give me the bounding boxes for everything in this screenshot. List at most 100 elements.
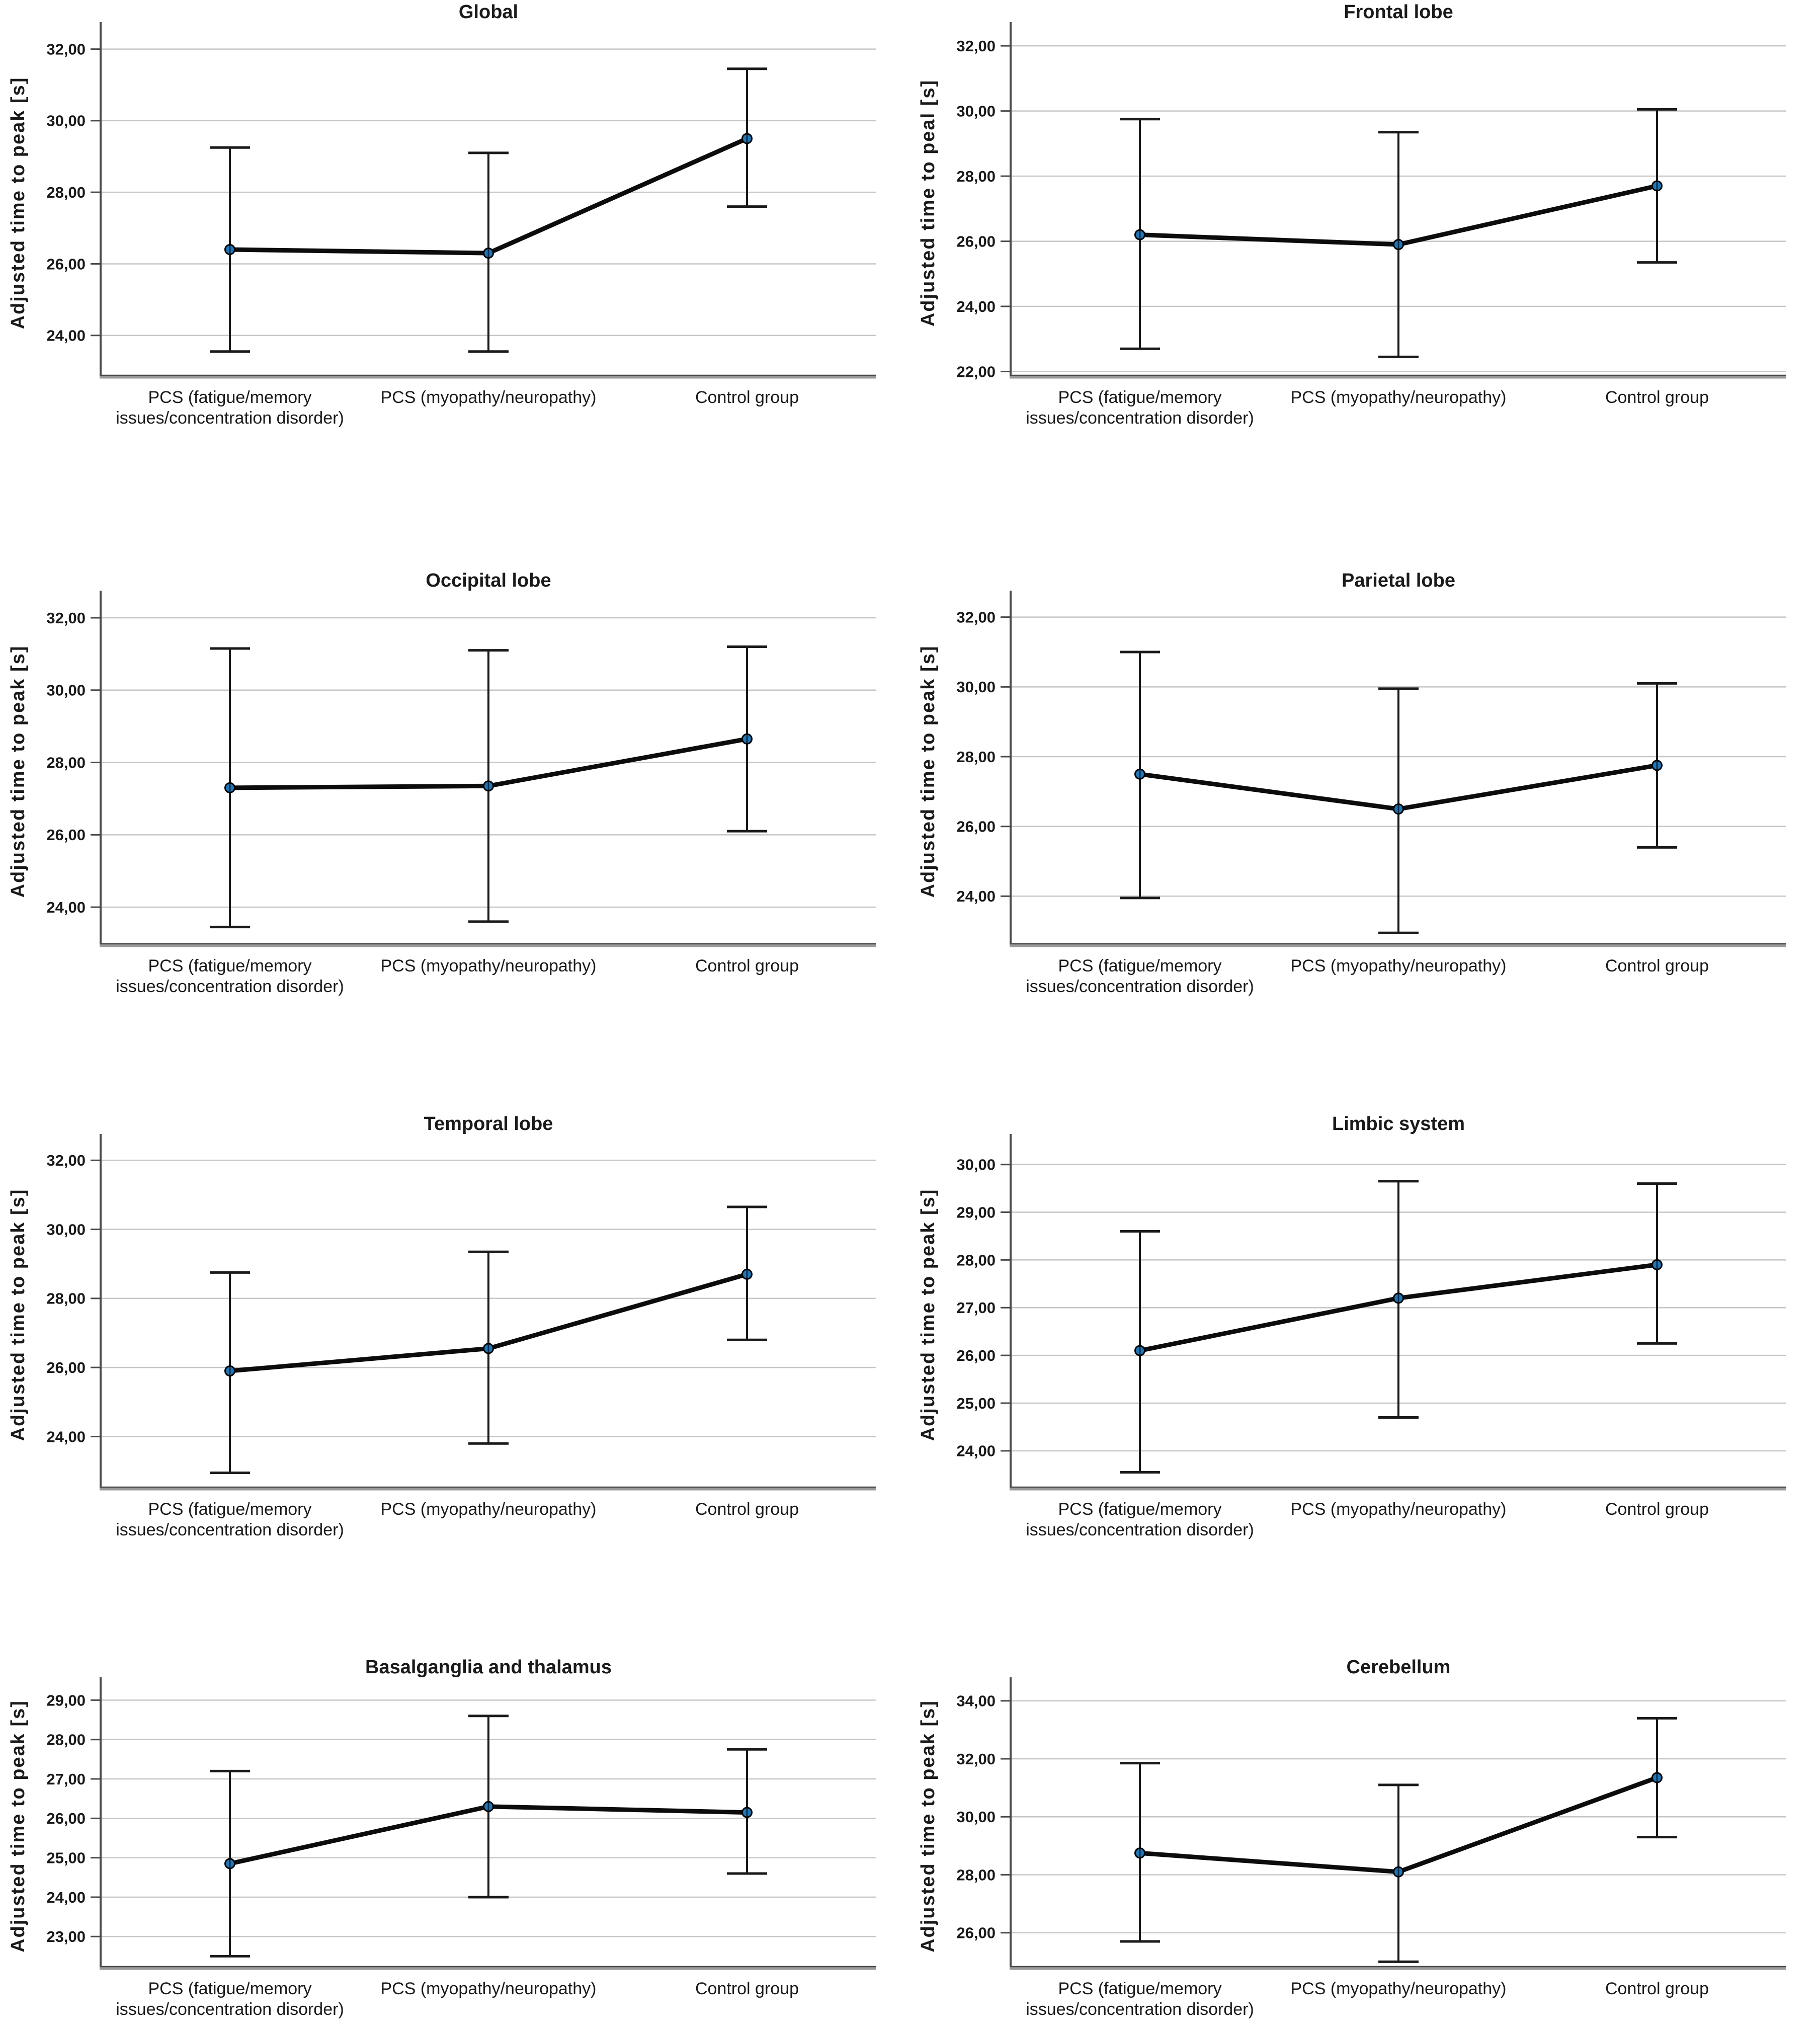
x-category-label: PCS (myopathy/neuropathy) bbox=[381, 956, 597, 975]
y-tick-label: 26,00 bbox=[956, 818, 996, 836]
x-category-label: PCS (fatigue/memory bbox=[148, 956, 312, 975]
x-category-label: issues/concentration disorder) bbox=[1026, 1520, 1254, 1539]
y-tick-label: 29,00 bbox=[46, 1691, 86, 1709]
y-tick-label: 30,00 bbox=[956, 678, 996, 696]
y-tick-label: 23,00 bbox=[46, 1928, 86, 1945]
y-tick-label: 24,00 bbox=[46, 1428, 86, 1445]
x-category-label: PCS (fatigue/memory bbox=[148, 1500, 312, 1519]
chart-title: Cerebellum bbox=[1347, 1657, 1451, 1678]
x-category-label: Control group bbox=[695, 388, 799, 407]
y-tick-label: 30,00 bbox=[46, 1221, 86, 1238]
y-tick-label: 24,00 bbox=[46, 1889, 86, 1906]
y-tick-label: 22,00 bbox=[956, 363, 996, 380]
x-category-label: Control group bbox=[1605, 1500, 1709, 1519]
chart-basalganglia-thalamus: 23,00 24,00 25,00 26,00 27,00 28,00 29,00 Basal… bbox=[0, 1655, 910, 2034]
chart-cerebellum: 26,00 28,00 30,00 32,00 34,00 Cerebellum Adjus… bbox=[910, 1655, 1820, 2034]
chart-canvas: 24,00 26,00 28,00 30,00 32,00 Temporal lobe Ad… bbox=[8, 1113, 876, 1539]
y-tick-label: 26,00 bbox=[46, 826, 86, 844]
chart-title: Basalganglia and thalamus bbox=[365, 1657, 612, 1678]
y-tick-label: 28,00 bbox=[46, 1731, 86, 1749]
chart-title: Global bbox=[459, 2, 518, 23]
chart-frontal-lobe: 22,00 24,00 26,00 28,00 30,00 32,00 Frontal lo… bbox=[910, 0, 1820, 443]
chart-canvas: 23,00 24,00 25,00 26,00 27,00 28,00 29,00 Basal… bbox=[8, 1657, 876, 2019]
chart-occipital-lobe: 24,00 26,00 28,00 30,00 32,00 Occipital lobe A… bbox=[0, 568, 910, 1011]
y-tick-label: 30,00 bbox=[956, 1156, 996, 1174]
y-tick-label: 24,00 bbox=[956, 298, 996, 315]
y-tick-label: 27,00 bbox=[956, 1299, 996, 1317]
x-category-label: PCS (myopathy/neuropathy) bbox=[1291, 388, 1507, 407]
y-tick-label: 32,00 bbox=[956, 609, 996, 626]
x-category-label: Control group bbox=[695, 1979, 799, 1998]
y-axis-label: Adjusted time to peak [s] bbox=[8, 77, 29, 330]
x-category-label: Control group bbox=[695, 1500, 799, 1519]
y-tick-label: 32,00 bbox=[46, 609, 86, 627]
x-category-label: PCS (fatigue/memory bbox=[1058, 1979, 1222, 1998]
y-tick-label: 32,00 bbox=[46, 1152, 86, 1169]
y-tick-label: 30,00 bbox=[46, 112, 86, 130]
chart-global: 24,00 26,00 28,00 30,00 32,00 Global Adjusted … bbox=[0, 0, 910, 443]
x-category-label: Control group bbox=[1605, 956, 1709, 975]
y-axis-label: Adjusted time to peak [s] bbox=[918, 645, 939, 898]
y-tick-label: 26,00 bbox=[956, 1924, 996, 1942]
x-category-label: PCS (myopathy/neuropathy) bbox=[1291, 1500, 1507, 1519]
y-tick-label: 34,00 bbox=[956, 1692, 996, 1710]
x-category-label: issues/concentration disorder) bbox=[116, 977, 344, 996]
y-tick-label: 26,00 bbox=[956, 232, 996, 250]
x-category-label: PCS (myopathy/neuropathy) bbox=[381, 1500, 597, 1519]
chart-canvas: 24,00 26,00 28,00 30,00 32,00 Parietal lobe Ad… bbox=[918, 570, 1786, 996]
chart-canvas: 22,00 24,00 26,00 28,00 30,00 32,00 Frontal lo… bbox=[918, 2, 1786, 428]
y-tick-label: 24,00 bbox=[46, 899, 86, 916]
y-axis-label: Adjusted time to peak [s] bbox=[918, 1700, 939, 1952]
chart-canvas: 24,00 25,00 26,00 27,00 28,00 29,00 30,00 Limbi… bbox=[918, 1113, 1786, 1539]
x-category-label: PCS (myopathy/neuropathy) bbox=[1291, 956, 1507, 975]
x-category-label: PCS (fatigue/memory bbox=[1058, 1500, 1222, 1519]
x-category-label: issues/concentration disorder) bbox=[116, 1520, 344, 1539]
y-tick-label: 24,00 bbox=[956, 887, 996, 905]
y-tick-label: 30,00 bbox=[46, 682, 86, 699]
y-axis-label: Adjusted time to peak [s] bbox=[8, 1700, 29, 1952]
x-category-label: issues/concentration disorder) bbox=[116, 409, 344, 428]
x-category-label: Control group bbox=[695, 956, 799, 975]
x-category-label: PCS (fatigue/memory bbox=[1058, 956, 1222, 975]
y-tick-label: 29,00 bbox=[956, 1203, 996, 1221]
chart-temporal-lobe: 24,00 26,00 28,00 30,00 32,00 Temporal lobe Ad… bbox=[0, 1112, 910, 1555]
chart-canvas: 24,00 26,00 28,00 30,00 32,00 Global Adjusted … bbox=[8, 2, 876, 428]
x-category-label: PCS (fatigue/memory bbox=[1058, 388, 1222, 407]
chart-title: Occipital lobe bbox=[426, 570, 551, 591]
x-category-label: issues/concentration disorder) bbox=[116, 2000, 344, 2019]
chart-limbic-system: 24,00 25,00 26,00 27,00 28,00 29,00 30,00 Limbi… bbox=[910, 1112, 1820, 1555]
x-category-label: PCS (fatigue/memory bbox=[148, 1979, 312, 1998]
x-category-label: PCS (fatigue/memory bbox=[148, 388, 312, 407]
y-tick-label: 26,00 bbox=[956, 1347, 996, 1364]
x-category-label: PCS (myopathy/neuropathy) bbox=[1291, 1979, 1507, 1998]
y-tick-label: 25,00 bbox=[46, 1849, 86, 1866]
y-tick-label: 28,00 bbox=[46, 184, 86, 201]
y-tick-label: 25,00 bbox=[956, 1395, 996, 1412]
y-tick-label: 28,00 bbox=[956, 1251, 996, 1269]
chart-title: Frontal lobe bbox=[1344, 2, 1453, 23]
chart-parietal-lobe: 24,00 26,00 28,00 30,00 32,00 Parietal lobe Ad… bbox=[910, 568, 1820, 1011]
chart-title: Temporal lobe bbox=[424, 1113, 553, 1134]
y-tick-label: 30,00 bbox=[956, 1808, 996, 1826]
chart-title: Limbic system bbox=[1332, 1113, 1465, 1134]
x-category-label: issues/concentration disorder) bbox=[1026, 977, 1254, 996]
x-category-label: issues/concentration disorder) bbox=[1026, 2000, 1254, 2019]
y-axis-label: Adjusted time to peak [s] bbox=[8, 1189, 29, 1441]
x-category-label: PCS (myopathy/neuropathy) bbox=[381, 388, 597, 407]
y-tick-label: 27,00 bbox=[46, 1770, 86, 1788]
chart-title: Parietal lobe bbox=[1342, 570, 1455, 591]
y-tick-label: 24,00 bbox=[956, 1442, 996, 1460]
chart-canvas: 24,00 26,00 28,00 30,00 32,00 Occipital lobe A… bbox=[8, 570, 876, 996]
y-tick-label: 28,00 bbox=[956, 1866, 996, 1884]
y-tick-label: 32,00 bbox=[956, 37, 996, 55]
y-tick-label: 32,00 bbox=[956, 1750, 996, 1768]
y-tick-label: 24,00 bbox=[46, 327, 86, 345]
y-axis-label: Adjusted time to peak [s] bbox=[8, 645, 29, 898]
y-tick-label: 26,00 bbox=[46, 255, 86, 273]
x-category-label: Control group bbox=[1605, 388, 1709, 407]
y-tick-label: 26,00 bbox=[46, 1810, 86, 1827]
x-category-label: issues/concentration disorder) bbox=[1026, 409, 1254, 428]
y-tick-label: 30,00 bbox=[956, 102, 996, 120]
y-tick-label: 28,00 bbox=[956, 168, 996, 185]
x-category-label: Control group bbox=[1605, 1979, 1709, 1998]
